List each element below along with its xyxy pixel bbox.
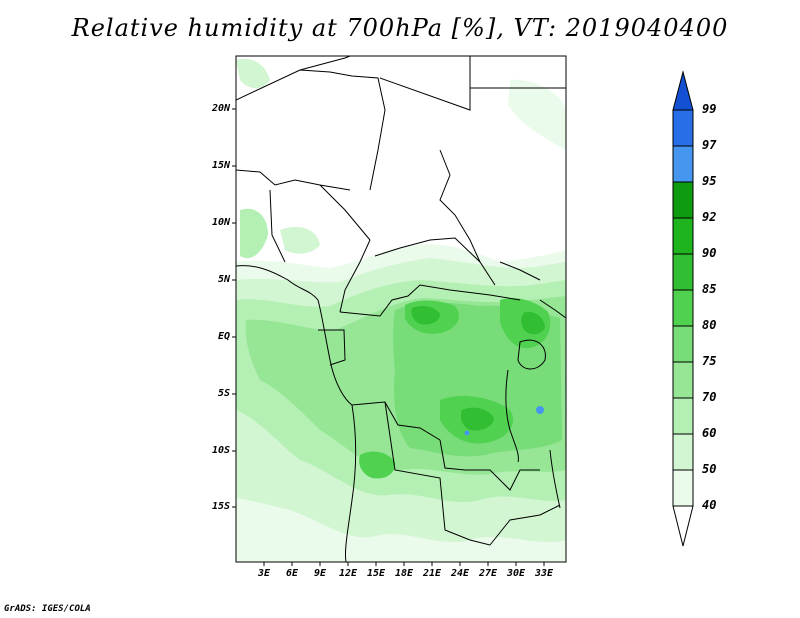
colorbar-label: 97	[702, 138, 717, 152]
border-zambia	[489, 504, 561, 546]
coastline	[236, 265, 357, 562]
border-drc-south	[439, 439, 540, 491]
map-title: Relative humidity at 700hPa [%], VT: 201…	[71, 14, 729, 42]
lat-tick-label: EQ	[217, 331, 230, 342]
humidity-band-92-a	[411, 306, 440, 325]
colorbar-seg-92	[672, 181, 694, 219]
lon-tick-label: 21E	[422, 568, 442, 579]
colorbar-seg-95	[672, 145, 694, 183]
lon-tick-label: 6E	[285, 568, 299, 579]
lake-tanganyika	[505, 369, 519, 463]
border-libya-egypt	[379, 56, 471, 111]
humidity-north-patch	[236, 58, 270, 89]
lat-tick-label: 10N	[211, 217, 230, 228]
border-drc-west	[351, 401, 441, 441]
lat-tick-label: 5S	[217, 388, 230, 399]
lon-tick-label: 12E	[338, 568, 358, 579]
colorbar-top-arrow	[672, 70, 694, 111]
colorbar-seg-97	[672, 109, 694, 147]
border-east	[499, 261, 566, 319]
colorbar-label: 50	[702, 462, 717, 476]
lon-tick-label: 24E	[450, 568, 470, 579]
colorbar-label: 85	[702, 282, 717, 296]
lon-tick-label: 33E	[534, 568, 554, 579]
lat-tick-label: 5N	[217, 274, 230, 285]
humidity-field	[236, 58, 566, 562]
border-cameroon	[339, 239, 371, 313]
humidity-band-92-c	[460, 407, 494, 431]
lat-tick-label: 15S	[211, 501, 230, 512]
colorbar-seg-75	[672, 325, 694, 363]
lat-tick-label: 15N	[211, 160, 230, 171]
lon-tick-label: 3E	[257, 568, 271, 579]
lon-tick-label: 30E	[506, 568, 526, 579]
border-gabon	[318, 329, 346, 366]
colorbar-label: 70	[702, 390, 717, 404]
humidity-band-95-b	[464, 430, 470, 436]
lat-tick-label: 20N	[211, 103, 230, 114]
border-nigeria	[269, 184, 371, 263]
lon-tick-label: 15E	[366, 568, 386, 579]
border-niger-chad	[299, 69, 386, 191]
colorbar-seg-70	[672, 361, 694, 399]
lat-tick-label: 10S	[211, 445, 230, 456]
colorbar-label: 92	[702, 210, 717, 224]
axis-ticks	[232, 108, 545, 566]
lon-tick-label: 27E	[478, 568, 498, 579]
humidity-band-92-b	[521, 311, 545, 335]
border-car	[374, 237, 496, 286]
lon-tick-label: 18E	[394, 568, 414, 579]
colorbar-seg-90	[672, 217, 694, 255]
humidity-ne-patch	[508, 79, 566, 150]
map-frame	[235, 55, 567, 563]
humidity-nw-patch	[280, 226, 320, 254]
colorbar-seg-40	[672, 469, 694, 507]
humidity-band-90-d	[359, 451, 396, 479]
colorbar-seg-85	[672, 253, 694, 291]
colorbar-label: 90	[702, 246, 717, 260]
lon-tick-label: 9E	[313, 568, 327, 579]
boundaries	[236, 56, 566, 562]
grads-credit: GrADS: IGES/COLA	[4, 604, 91, 614]
lake-victoria	[517, 339, 546, 370]
colorbar-label: 40	[702, 498, 717, 512]
colorbar-seg-50	[672, 433, 694, 471]
colorbar	[672, 70, 694, 547]
colorbar-label: 95	[702, 174, 717, 188]
border-mali-niger	[236, 169, 351, 191]
humidity-band-95-a	[536, 406, 544, 414]
border-algeria-libya	[236, 56, 351, 101]
lake-malawi	[549, 449, 561, 509]
border-chad-sudan	[439, 149, 481, 263]
border-angola-zambia	[384, 401, 491, 546]
colorbar-label: 80	[702, 318, 717, 332]
colorbar-seg-60	[672, 397, 694, 435]
colorbar-label: 60	[702, 426, 717, 440]
colorbar-bottom-arrow	[672, 505, 694, 547]
humidity-west-patch	[240, 208, 268, 259]
colorbar-label: 99	[702, 102, 717, 116]
colorbar-seg-80	[672, 289, 694, 327]
border-congo	[339, 284, 521, 317]
colorbar-label: 75	[702, 354, 717, 368]
